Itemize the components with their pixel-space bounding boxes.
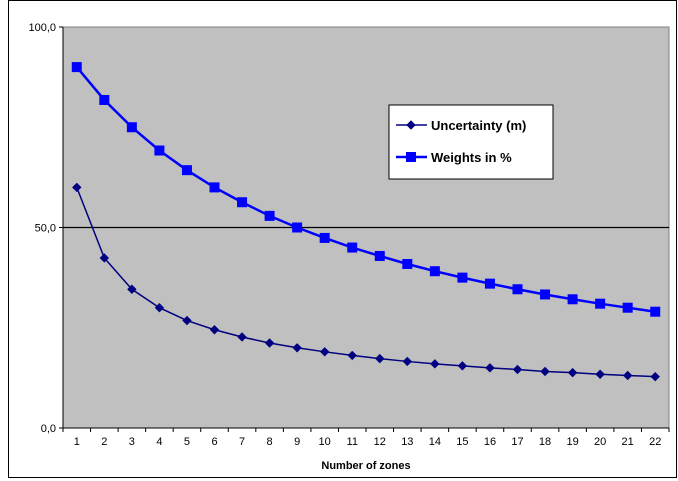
x-tick-label: 16 bbox=[484, 436, 496, 448]
data-point bbox=[181, 165, 192, 176]
x-axis-ticks: 1 2 3 4 5 6 7 8 9 10 11 12 13 14 15 16 17 18 19 20 21 22 bbox=[62, 428, 670, 448]
y-tick-label: 100,0 bbox=[28, 22, 56, 34]
series-line bbox=[75, 66, 656, 313]
data-point bbox=[622, 302, 633, 313]
data-point bbox=[99, 253, 110, 263]
data-point bbox=[512, 364, 523, 375]
data-point bbox=[292, 343, 302, 353]
x-tick-label: 13 bbox=[401, 436, 413, 448]
x-tick-label: 14 bbox=[429, 436, 441, 448]
x-tick-label: 15 bbox=[456, 436, 468, 448]
x-tick-label: 7 bbox=[239, 436, 245, 448]
data-point bbox=[512, 284, 523, 295]
data-point bbox=[71, 62, 82, 73]
data-point bbox=[347, 350, 357, 361]
x-tick-label: 11 bbox=[347, 436, 358, 448]
data-point bbox=[127, 284, 137, 294]
legend-marker bbox=[406, 152, 416, 162]
series-1 bbox=[72, 182, 660, 382]
data-point bbox=[402, 258, 413, 269]
data-point bbox=[457, 272, 468, 283]
x-tick-label: 5 bbox=[184, 436, 190, 448]
legend-marker bbox=[406, 120, 416, 130]
data-point bbox=[595, 369, 605, 379]
data-point bbox=[154, 145, 165, 156]
data-point bbox=[182, 315, 192, 326]
x-tick-label: 3 bbox=[129, 436, 135, 448]
data-point bbox=[264, 338, 275, 348]
legend: Uncertainty (m) Weights in % bbox=[388, 104, 554, 180]
x-tick-label: 2 bbox=[101, 436, 107, 448]
data-point bbox=[292, 222, 303, 233]
data-point bbox=[209, 182, 220, 193]
data-point bbox=[154, 302, 165, 313]
data-point bbox=[567, 367, 578, 378]
x-tick-label: 22 bbox=[649, 436, 661, 448]
x-tick-label: 21 bbox=[622, 436, 634, 448]
data-point bbox=[99, 94, 110, 105]
data-point bbox=[457, 361, 468, 371]
data-point bbox=[374, 250, 385, 261]
data-point bbox=[540, 366, 550, 377]
data-point bbox=[126, 122, 137, 133]
y-tick-label: 0,0 bbox=[41, 423, 56, 435]
x-tick-label: 18 bbox=[539, 436, 551, 448]
x-tick-label: 1 bbox=[74, 436, 80, 448]
legend-box bbox=[388, 104, 554, 180]
data-point bbox=[650, 371, 660, 382]
data-point bbox=[237, 197, 248, 208]
data-point bbox=[375, 353, 385, 364]
legend-label: Weights in % bbox=[431, 150, 512, 165]
data-point bbox=[402, 356, 413, 367]
x-axis-label: Number of zones bbox=[321, 460, 410, 472]
data-point bbox=[540, 289, 551, 300]
x-tick-label: 4 bbox=[156, 436, 162, 448]
y-axis-ticks: 0,0 50,0 100,0 bbox=[28, 22, 63, 435]
data-point bbox=[72, 182, 82, 193]
x-tick-label: 6 bbox=[211, 436, 217, 448]
x-tick-label: 10 bbox=[319, 436, 331, 448]
data-point bbox=[650, 306, 661, 317]
series-line bbox=[76, 187, 656, 378]
data-point bbox=[485, 363, 495, 373]
data-point bbox=[484, 278, 495, 289]
series-2 bbox=[71, 62, 661, 317]
x-tick-label: 9 bbox=[294, 436, 300, 448]
data-point bbox=[622, 370, 633, 381]
data-point bbox=[209, 325, 220, 335]
x-tick-label: 12 bbox=[374, 436, 386, 448]
x-tick-label: 8 bbox=[267, 436, 273, 448]
x-tick-label: 20 bbox=[594, 436, 606, 448]
data-point bbox=[430, 359, 440, 369]
x-tick-label: 17 bbox=[511, 436, 523, 448]
data-point bbox=[237, 332, 247, 342]
data-point bbox=[429, 266, 440, 277]
data-point bbox=[567, 294, 578, 305]
data-point bbox=[319, 232, 330, 243]
data-point bbox=[264, 210, 275, 221]
y-tick-label: 50,0 bbox=[35, 223, 56, 235]
series-group bbox=[71, 62, 661, 382]
data-point bbox=[319, 347, 330, 357]
data-point bbox=[347, 242, 358, 253]
legend-label: Uncertainty (m) bbox=[431, 118, 526, 133]
x-tick-label: 19 bbox=[566, 436, 578, 448]
data-point bbox=[595, 298, 606, 309]
